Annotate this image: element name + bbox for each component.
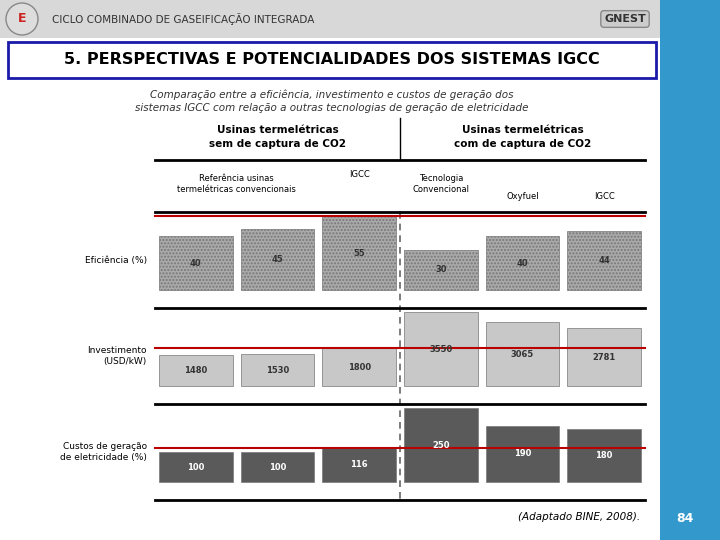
Text: IGCC: IGCC <box>594 192 615 201</box>
Bar <box>567 429 641 482</box>
Text: Usinas termelétricas
com de captura de CO2: Usinas termelétricas com de captura de C… <box>454 125 591 148</box>
Text: 40: 40 <box>190 259 202 268</box>
Text: Custos de geração
de eletricidade (%): Custos de geração de eletricidade (%) <box>60 442 147 462</box>
Bar <box>323 216 396 290</box>
Text: Eficiência (%): Eficiência (%) <box>85 255 147 265</box>
Text: (Adaptado BINE, 2008).: (Adaptado BINE, 2008). <box>518 512 640 522</box>
Bar <box>323 348 396 386</box>
Bar <box>404 249 477 290</box>
Text: 3550: 3550 <box>429 345 452 354</box>
Text: IGCC: IGCC <box>348 170 369 179</box>
Bar <box>240 453 315 482</box>
Text: 30: 30 <box>435 265 446 274</box>
Text: 100: 100 <box>269 463 286 472</box>
Bar <box>159 453 233 482</box>
Text: sistemas IGCC com relação a outras tecnologias de geração de eletricidade: sistemas IGCC com relação a outras tecno… <box>135 103 528 113</box>
Bar <box>486 236 559 290</box>
Text: 116: 116 <box>351 460 368 469</box>
Text: E: E <box>18 12 26 25</box>
Text: 3065: 3065 <box>511 349 534 359</box>
Text: Referência usinas
termelétricas convencionais: Referência usinas termelétricas convenci… <box>177 174 296 194</box>
Bar <box>486 426 559 482</box>
Text: 45: 45 <box>271 255 284 264</box>
Bar <box>486 322 559 386</box>
Bar <box>0 0 660 38</box>
Bar <box>159 236 233 290</box>
Bar <box>567 231 641 290</box>
Text: 100: 100 <box>187 463 204 472</box>
Bar <box>404 408 477 482</box>
Bar <box>567 328 641 386</box>
Text: 1530: 1530 <box>266 366 289 375</box>
Text: 180: 180 <box>595 451 613 460</box>
Text: Investimento
(USD/kW): Investimento (USD/kW) <box>88 346 147 366</box>
Bar <box>159 355 233 386</box>
Text: 250: 250 <box>432 441 449 449</box>
Text: 190: 190 <box>514 449 531 458</box>
Text: 1480: 1480 <box>184 366 207 375</box>
Text: 44: 44 <box>598 256 610 265</box>
Bar <box>240 354 315 386</box>
Text: GNEST: GNEST <box>604 14 646 24</box>
Bar <box>404 312 477 386</box>
Bar <box>8 42 656 78</box>
Text: 84: 84 <box>676 512 693 525</box>
Text: 1800: 1800 <box>348 363 371 372</box>
Circle shape <box>6 3 38 35</box>
Text: Usinas termelétricas
sem de captura de CO2: Usinas termelétricas sem de captura de C… <box>209 125 346 148</box>
Text: CICLO COMBINADO DE GASEIFICAÇÃO INTEGRADA: CICLO COMBINADO DE GASEIFICAÇÃO INTEGRAD… <box>52 13 315 25</box>
Bar <box>240 230 315 290</box>
Bar <box>323 448 396 482</box>
Text: 2781: 2781 <box>593 353 616 361</box>
Text: 5. PERSPECTIVAS E POTENCIALIDADES DOS SISTEMAS IGCC: 5. PERSPECTIVAS E POTENCIALIDADES DOS SI… <box>64 52 600 68</box>
Bar <box>660 0 720 540</box>
Text: Tecnologia
Convencional: Tecnologia Convencional <box>413 174 469 194</box>
Text: 40: 40 <box>517 259 528 268</box>
Text: 55: 55 <box>354 248 365 258</box>
Text: Comparação entre a eficiência, investimento e custos de geração dos: Comparação entre a eficiência, investime… <box>150 90 514 100</box>
Text: Oxyfuel: Oxyfuel <box>506 192 539 201</box>
